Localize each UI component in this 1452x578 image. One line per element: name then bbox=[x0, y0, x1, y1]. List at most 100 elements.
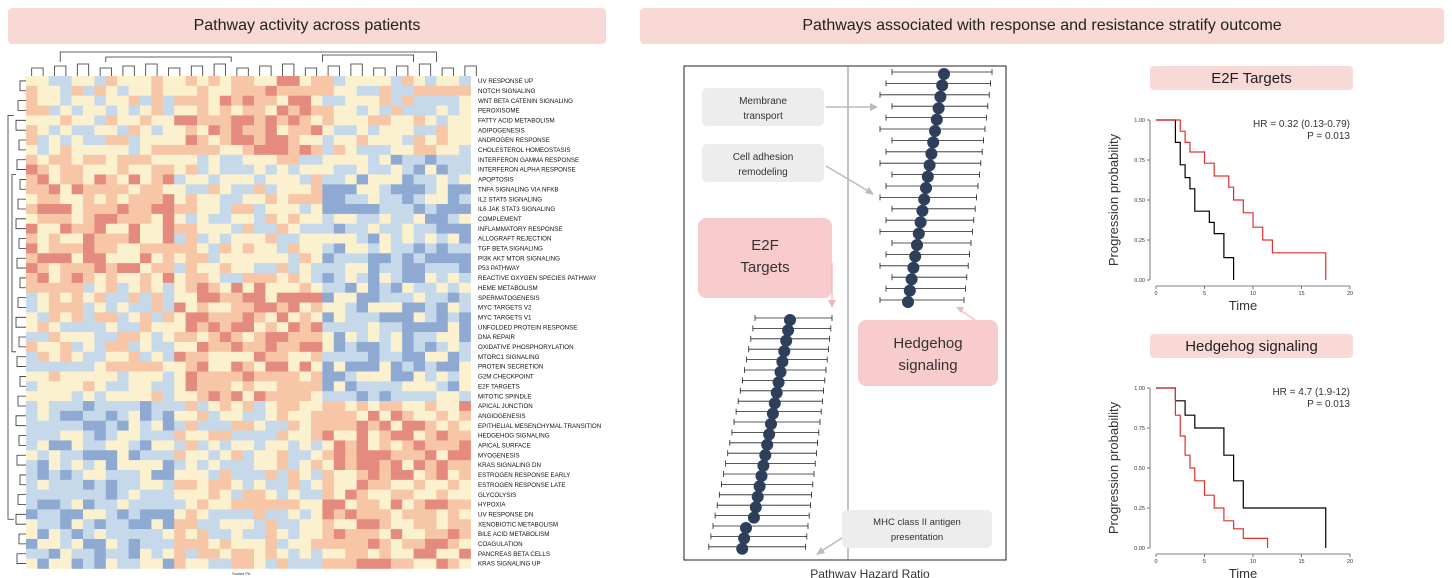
heatmap-cell bbox=[128, 420, 141, 431]
heatmap-cell bbox=[208, 440, 221, 451]
forest-point bbox=[747, 511, 760, 524]
heatmap-cell bbox=[231, 499, 243, 510]
heatmap-cell bbox=[311, 164, 323, 175]
heatmap-cell bbox=[265, 351, 278, 362]
heatmap-cell bbox=[288, 125, 300, 136]
heatmap-cell bbox=[311, 125, 323, 136]
heatmap-cell bbox=[128, 499, 141, 510]
heatmap-cell bbox=[368, 184, 380, 195]
heatmap-cell bbox=[390, 332, 403, 343]
heatmap-cell bbox=[117, 282, 129, 293]
heatmap-cell bbox=[299, 184, 312, 195]
km-ytick: 0.50 bbox=[1134, 198, 1145, 204]
heatmap-cell bbox=[174, 292, 186, 303]
heatmap-cell bbox=[254, 479, 266, 490]
heatmap-cell bbox=[311, 85, 323, 96]
heatmap-cell bbox=[379, 95, 392, 106]
heatmap-cell bbox=[368, 460, 380, 471]
forest-point bbox=[921, 170, 934, 183]
heatmap-cell bbox=[254, 440, 266, 451]
heatmap-cell bbox=[447, 273, 460, 284]
heatmap-cell bbox=[333, 144, 346, 156]
heatmap-cell bbox=[208, 312, 221, 323]
heatmap-cell bbox=[174, 115, 186, 126]
km-ytick: 1.00 bbox=[1134, 386, 1145, 392]
heatmap-cell bbox=[413, 164, 426, 175]
heatmap-cell bbox=[83, 115, 95, 126]
heatmap-cell bbox=[185, 519, 198, 530]
heatmap-cell bbox=[322, 263, 335, 274]
heatmap-cell bbox=[26, 174, 38, 185]
heatmap-cell bbox=[436, 184, 449, 195]
heatmap-row-label: APICAL JUNCTION bbox=[478, 403, 533, 410]
heatmap-cell bbox=[322, 548, 335, 559]
heatmap-cell bbox=[413, 548, 426, 559]
heatmap-cell bbox=[322, 105, 335, 116]
heatmap-cell bbox=[71, 292, 84, 303]
heatmap-cell bbox=[60, 460, 72, 471]
heatmap-cell bbox=[105, 302, 118, 313]
heatmap-cell bbox=[459, 361, 471, 372]
heatmap-cell bbox=[128, 322, 141, 333]
heatmap-cell bbox=[459, 233, 471, 244]
heatmap-cell bbox=[402, 223, 414, 234]
heatmap-cell bbox=[174, 401, 186, 412]
heatmap-cell bbox=[299, 450, 312, 461]
forest-point bbox=[905, 273, 918, 286]
heatmap-cell bbox=[37, 529, 50, 540]
heatmap-cell bbox=[71, 263, 84, 274]
heatmap-cell bbox=[60, 470, 72, 481]
heatmap-cell bbox=[242, 371, 255, 382]
heatmap-cell bbox=[299, 391, 312, 402]
heatmap-cell bbox=[185, 341, 198, 353]
heatmap-cell bbox=[71, 164, 84, 175]
heatmap-cell bbox=[83, 253, 95, 264]
heatmap-cell bbox=[425, 204, 437, 215]
heatmap-cell bbox=[60, 213, 72, 225]
heatmap-cell bbox=[26, 420, 38, 431]
heatmap-cell bbox=[60, 164, 72, 175]
heatmap-row-label: E2F TARGETS bbox=[478, 383, 520, 390]
forest-point bbox=[934, 90, 947, 103]
heatmap-cell bbox=[402, 292, 414, 303]
heatmap-cell bbox=[436, 479, 449, 490]
heatmap-cell bbox=[231, 479, 243, 490]
heatmap-cell bbox=[174, 391, 186, 402]
heatmap-cell bbox=[185, 292, 198, 303]
heatmap-cell bbox=[83, 548, 95, 559]
heatmap-cell bbox=[151, 420, 164, 431]
heatmap-cell bbox=[390, 460, 403, 471]
heatmap-cell bbox=[276, 548, 289, 559]
heatmap-cell bbox=[356, 322, 369, 333]
heatmap-cell bbox=[447, 174, 460, 185]
heatmap-cell bbox=[94, 263, 107, 274]
heatmap-cell bbox=[140, 371, 152, 382]
heatmap-cell bbox=[425, 253, 437, 264]
heatmap-cell bbox=[60, 430, 72, 441]
heatmap-cell bbox=[94, 548, 107, 559]
heatmap-cell bbox=[231, 312, 243, 323]
heatmap-cell bbox=[288, 194, 300, 205]
heatmap-cell bbox=[208, 135, 221, 146]
heatmap-cell bbox=[231, 273, 243, 284]
heatmap-cell bbox=[128, 233, 141, 244]
heatmap-cell bbox=[174, 164, 186, 175]
heatmap-cell bbox=[402, 440, 414, 451]
heatmap-cell bbox=[197, 194, 209, 205]
heatmap-cell bbox=[197, 135, 209, 146]
heatmap-cell bbox=[379, 381, 392, 392]
heatmap-cell bbox=[436, 292, 449, 303]
heatmap-cell bbox=[276, 154, 289, 165]
heatmap-cell bbox=[71, 115, 84, 126]
heatmap-cell bbox=[333, 105, 346, 116]
heatmap-cell bbox=[413, 204, 426, 215]
heatmap-cell bbox=[345, 538, 357, 550]
heatmap-cell bbox=[94, 401, 107, 412]
heatmap-cell bbox=[379, 499, 392, 510]
heatmap-cell bbox=[368, 420, 380, 431]
heatmap-cell bbox=[83, 282, 95, 293]
heatmap-cell bbox=[185, 440, 198, 451]
heatmap-cell bbox=[356, 282, 369, 293]
heatmap-cell bbox=[356, 164, 369, 175]
heatmap-cell bbox=[219, 401, 232, 412]
